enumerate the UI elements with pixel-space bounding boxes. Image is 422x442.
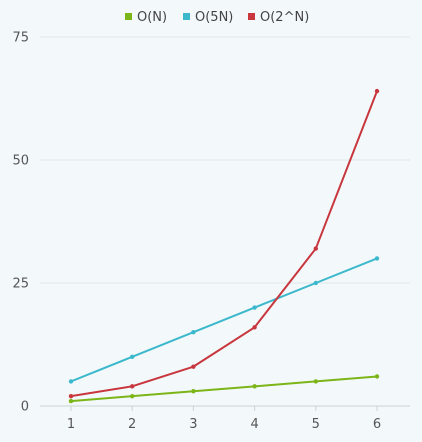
x-tick-label-6: 6: [373, 417, 381, 432]
legend-swatch-1: [183, 13, 190, 20]
series-1-point-4: [252, 305, 257, 310]
series-2-point-6: [374, 88, 380, 94]
legend-swatch-2: [248, 13, 255, 20]
series-1-point-5: [313, 280, 318, 286]
x-tick-label-4: 4: [250, 417, 258, 432]
y-tick-label-25: 25: [12, 277, 29, 292]
y-tick-label-50: 50: [12, 154, 29, 169]
legend-label-2: O(2^N): [260, 10, 309, 25]
y-tick-label-75: 75: [12, 31, 29, 46]
series-0-point-4: [252, 384, 257, 389]
series-0-line: [70, 375, 378, 403]
series-group: [68, 88, 380, 404]
x-tick-label-3: 3: [189, 417, 197, 432]
y-tick-label-0: 0: [21, 400, 29, 415]
x-tick-label-5: 5: [312, 417, 320, 432]
series-0-point-6: [374, 374, 380, 379]
series-0-point-3: [191, 389, 196, 394]
series-2-point-4: [252, 325, 257, 330]
x-tick-label-1: 1: [67, 417, 75, 432]
series-0-point-2: [130, 393, 135, 399]
series-1-point-6: [374, 256, 380, 261]
series-2-point-2: [130, 384, 135, 389]
legend-item-1[interactable]: O(5N): [183, 10, 233, 25]
legend-item-2[interactable]: O(2^N): [248, 10, 309, 25]
series-1-point-3: [191, 330, 196, 335]
y-axis: 0 25 50 75: [12, 31, 29, 415]
series-2-point-3: [191, 364, 196, 369]
legend: O(N) O(5N) O(2^N): [125, 10, 309, 25]
x-axis: 1 2 3 4 5 6: [67, 406, 381, 432]
series-1-point-2: [130, 354, 135, 359]
series-2-point-5: [313, 246, 318, 251]
x-tick-label-2: 2: [128, 417, 136, 432]
legend-swatch-0: [125, 13, 132, 20]
legend-item-0[interactable]: O(N): [125, 10, 167, 25]
series-1-point-1: [68, 379, 74, 384]
series-0-point-5: [313, 379, 318, 384]
gridlines: [40, 36, 410, 407]
legend-label-1: O(5N): [195, 10, 233, 25]
legend-label-0: O(N): [137, 10, 167, 25]
series-2-line: [70, 90, 378, 398]
series-1-line: [70, 257, 378, 383]
series-0-point-1: [68, 398, 74, 404]
series-2-point-1: [68, 393, 74, 399]
